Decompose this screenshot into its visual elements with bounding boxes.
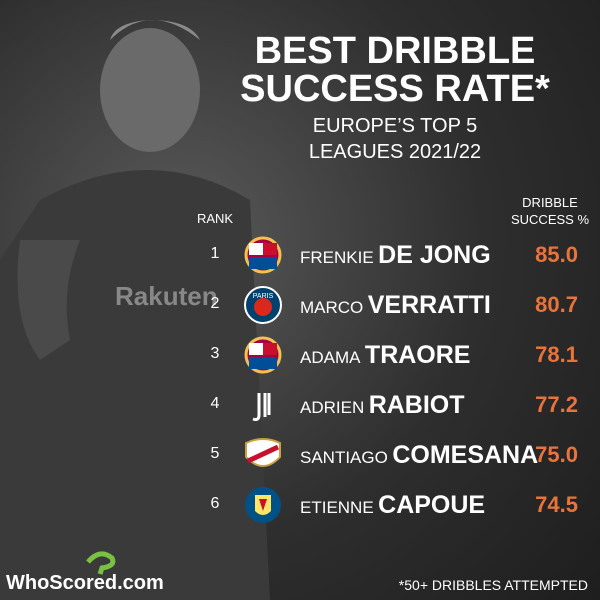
svg-text:PARIS: PARIS [253,293,274,300]
table-row: 3 ADAMA TRAORE 78.1 [195,335,585,375]
first-name: ADAMA [300,348,361,367]
club-logo [244,336,282,374]
club-logo: PARIS [244,286,282,324]
first-name: FRENKIE [300,248,374,267]
table-row: 5 SANTIAGO COMESANA 75.0 [195,435,585,475]
rank: 6 [210,495,220,512]
brand-icon [86,551,116,575]
last-name: VERRATTI [367,291,491,319]
last-name: TRAORE [364,341,471,369]
rank: 2 [210,295,220,312]
title: BEST DRIBBLE [254,30,536,72]
player-name: MARCO VERRATTI [300,291,491,320]
subtitle: EUROPE’S TOP 5 [312,115,478,137]
value: 80.7 [535,292,578,317]
first-name: SANTIAGO [300,448,388,467]
club-logo [252,393,271,421]
value: 74.5 [535,492,578,517]
subtitle: LEAGUES 2021/22 [308,141,482,163]
rank: 5 [210,445,220,462]
brand: WhoScored.com [6,572,164,594]
player-name: ETIENNE CAPOUE [300,491,485,520]
rank: 3 [210,345,220,362]
club-logo [244,236,282,274]
rank-header: RANK [196,211,234,226]
player-name: SANTIAGO COMESANA [300,441,538,470]
last-name: DE JONG [378,241,491,269]
table-row: 1 FRENKIE DE JONG 85.0 [195,235,585,275]
value: 77.2 [535,392,578,417]
last-name: CAPOUE [378,491,486,519]
first-name: MARCO [300,298,364,317]
value: 78.1 [535,342,578,367]
last-name: RABIOT [368,391,465,419]
value: 85.0 [535,242,578,267]
first-name: ADRIEN [300,398,365,417]
club-logo [245,438,281,467]
svg-text:Rakuten: Rakuten [115,281,218,311]
last-name: COMESANA [392,441,539,469]
player-name: ADAMA TRAORE [300,341,470,370]
table-row: 6 ETIENNE CAPOUE 74.5 [195,485,585,525]
rank: 4 [210,395,220,412]
rank: 1 [210,245,220,262]
club-logo [245,487,281,523]
title: SUCCESS RATE* [240,68,550,110]
player-name: FRENKIE DE JONG [300,241,491,270]
first-name: ETIENNE [300,498,374,517]
player-name: ADRIEN RABIOT [300,391,465,420]
value-header: DRIBBLE [522,195,578,210]
value: 75.0 [535,442,578,467]
table-row: 2 PARIS MARCO VERRATTI 80.7 [195,285,585,325]
footnote: *50+ DRIBBLES ATTEMPTED [398,577,588,593]
table-row: 4 ADRIEN RABIOT 77.2 [195,385,585,425]
value-header: SUCCESS % [510,212,590,227]
